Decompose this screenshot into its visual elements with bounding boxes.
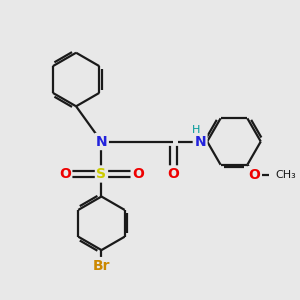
Text: O: O <box>132 167 144 181</box>
Text: CH₃: CH₃ <box>276 169 296 180</box>
Text: H: H <box>192 125 200 135</box>
Text: O: O <box>248 168 260 182</box>
Text: O: O <box>167 167 179 181</box>
Text: N: N <box>96 134 107 148</box>
Text: O: O <box>59 167 71 181</box>
Text: S: S <box>97 167 106 181</box>
Text: N: N <box>194 134 206 148</box>
Text: Br: Br <box>93 259 110 273</box>
